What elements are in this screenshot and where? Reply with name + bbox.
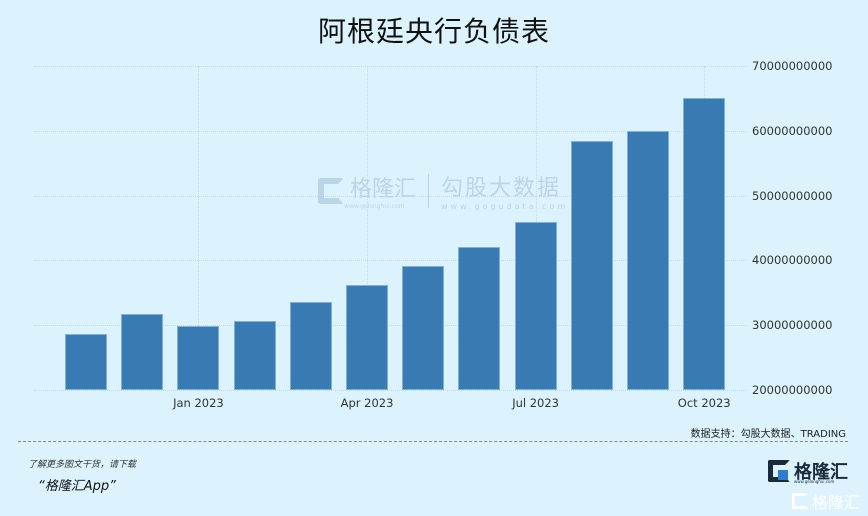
y-axis-tick-label: 30000000000 [752,318,833,333]
logo-url: www.gelonghui.com [794,479,835,484]
footer-divider [18,441,848,442]
gridline-horizontal [34,130,746,132]
bar-sep-2023 [627,131,669,390]
watermark-brand1-url: www.gelonghui.com [344,203,405,210]
chart-plot-area: 20000000000 30000000000 40000000000 5000000… [34,59,833,410]
watermark: 格隆汇 www.gelonghui.com 勾股大数据 www.gogudata… [318,170,568,211]
x-axis-tick-label: Oct 2023 [677,396,731,410]
gridline-horizontal [34,260,746,262]
bar-aug-2023 [570,141,613,390]
x-axis-tick-label: Jul 2023 [512,396,559,410]
bar-jan-2023 [177,325,220,390]
bar-dec-2022 [121,313,164,390]
logo-text-white: 格隆汇 [812,493,861,512]
bar-jun-2023 [458,247,501,390]
bar-mar-2023 [289,301,332,390]
gridline-vertical [367,66,368,390]
logo-text: 格隆汇 [794,462,848,483]
bar-nov-2022 [65,333,107,390]
gelonghui-logo-white: 格隆汇 [792,489,860,513]
y-axis-tick-label: 50000000000 [752,188,833,203]
bar-apr-2023 [346,285,388,390]
gridline-horizontal [34,390,746,391]
watermark-brand2: 勾股大数据 [441,176,562,201]
gridline-vertical [198,66,200,390]
y-axis-tick-label: 70000000000 [752,59,833,73]
bar-may-2023 [402,266,445,390]
watermark-brand2-url: www.gogudata.com [441,202,569,211]
promo-text: 了解更多图文干货，请下载 [28,460,137,470]
watermark-brand1: 格隆汇 [350,177,417,202]
watermark-divider [428,173,430,208]
data-source: 数据支持：勾股大数据、TRADING [690,429,846,440]
x-axis-tick-label: Jan 2023 [173,396,224,410]
y-axis-tick-label: 20000000000 [752,383,833,397]
y-axis-tick-label: 60000000000 [752,123,833,138]
x-axis-tick-label: Apr 2023 [340,396,394,410]
chart-title: 阿根廷央行负债表 [317,15,550,48]
bar-jul-2023 [514,222,557,390]
y-axis-tick-label: 40000000000 [752,253,833,268]
gelonghui-logo: 格隆汇 www.gelonghui.com [768,458,848,484]
gridline-horizontal [34,325,746,327]
promo-app-name: “格隆汇App” [38,479,116,494]
gridline-horizontal [34,66,746,67]
gelonghui-logo-icon [318,177,344,204]
gelonghui-g-icon-white [792,493,808,509]
bar-oct-2023 [683,97,726,390]
gridline-horizontal [34,195,746,197]
gelonghui-g-icon [768,460,790,482]
bar-feb-2023 [233,320,276,390]
